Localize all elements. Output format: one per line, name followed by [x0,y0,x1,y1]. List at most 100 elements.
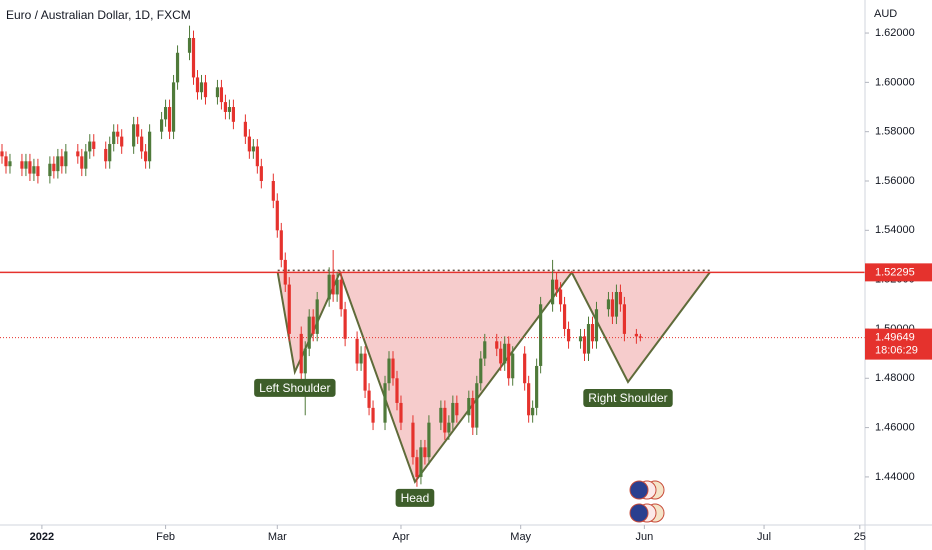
candle-body [562,304,567,329]
candle-body [339,279,343,310]
candle-body [255,146,259,167]
candle-body [24,161,28,169]
candle-body [4,156,8,167]
y-tick-label: 1.58000 [875,126,915,138]
candle-body [32,166,36,174]
candle-body [590,324,595,342]
candle-body [558,289,563,305]
candle-body [411,422,415,458]
pattern-area [277,272,710,482]
candle-body [355,338,359,364]
candle-body [331,274,335,295]
neckline-label-box [865,263,932,282]
candle-body [303,348,307,374]
candle-body [443,407,447,433]
y-tick-label: 1.56000 [875,175,915,187]
candle-body [499,348,503,364]
axis-unit: AUD [874,8,897,20]
candle-body [531,407,535,416]
candle-body [159,119,164,132]
candle-body [383,383,387,423]
x-tick-label: Jun [635,531,653,543]
candle-body [594,309,599,342]
pattern-label-box [395,488,435,507]
candle-body [140,136,144,152]
candle-body [467,398,471,416]
candle-body [199,82,204,93]
candle-body [391,358,395,379]
candle-body [471,398,475,428]
candle-body [251,146,255,152]
candle-body [439,407,443,423]
chart-title: Euro / Australian Dollar, 1D, FXCM [6,8,191,22]
candle-body [343,309,347,339]
candle-body [56,156,60,172]
last-price-label: 1.49649 [875,332,915,344]
candle-body [614,291,619,317]
candle-body [203,82,208,98]
y-tick-label: 1.44000 [875,471,915,483]
candle-body [219,87,224,103]
plot-area: Left Shoulder Head Right Shoulder [0,25,865,507]
candle-body [527,383,531,416]
candle-body [539,304,543,366]
pattern-label-text: Head [401,491,430,505]
candle-body [191,37,196,78]
candle-body [283,259,287,285]
candle-body [550,279,555,305]
flag-icons [629,480,665,523]
pattern-label-text: Right Shoulder [588,391,667,405]
candle-body [120,136,124,147]
candle-body [92,141,96,149]
candle-body [108,144,112,162]
x-tick-label: 25 [854,531,866,543]
candle-body [511,353,515,379]
candle-body [116,131,120,137]
candle-body [475,383,479,428]
candle-body [554,279,559,290]
candle-body [104,148,108,162]
candle-body [582,336,587,354]
candle-body [80,156,84,169]
candle-body [495,341,499,349]
candle-body [586,324,591,354]
candle-body [483,341,487,359]
candle-body [311,316,315,334]
candle-body [187,37,192,53]
candle-body [76,151,80,157]
candle-body [566,328,571,342]
neckline-label: 1.52295 [875,266,915,278]
candle-body [618,291,623,305]
candle-body [606,299,611,310]
x-tick-label: 2022 [30,531,54,543]
x-tick-label: Jul [757,531,771,543]
candle-body [28,161,32,174]
candle-body [132,124,136,147]
candle-body [247,136,251,152]
candle-body [307,316,311,349]
x-tick-label: Mar [268,531,287,543]
pattern-label-text: Left Shoulder [259,381,330,395]
candle-body [112,131,116,145]
candle-body [231,107,236,122]
candle-body [60,156,64,167]
countdown-label: 18:06:29 [875,345,918,357]
candle-body [299,333,303,374]
candle-body [144,151,148,162]
candle-body [479,358,483,384]
candle-body [171,82,176,132]
y-tick-label: 1.46000 [875,422,915,434]
candle-body [578,336,583,342]
candle-body [371,407,375,423]
candle-body [48,163,52,177]
x-tick-label: Apr [392,531,409,543]
candle-body [335,279,339,295]
candle-body [451,402,455,423]
candle-body [638,336,642,338]
candle-body [136,124,140,137]
pattern-label: Left Shoulder [254,378,336,397]
candle-body [455,402,459,416]
candle-body [64,151,68,167]
candle-body [622,304,627,334]
